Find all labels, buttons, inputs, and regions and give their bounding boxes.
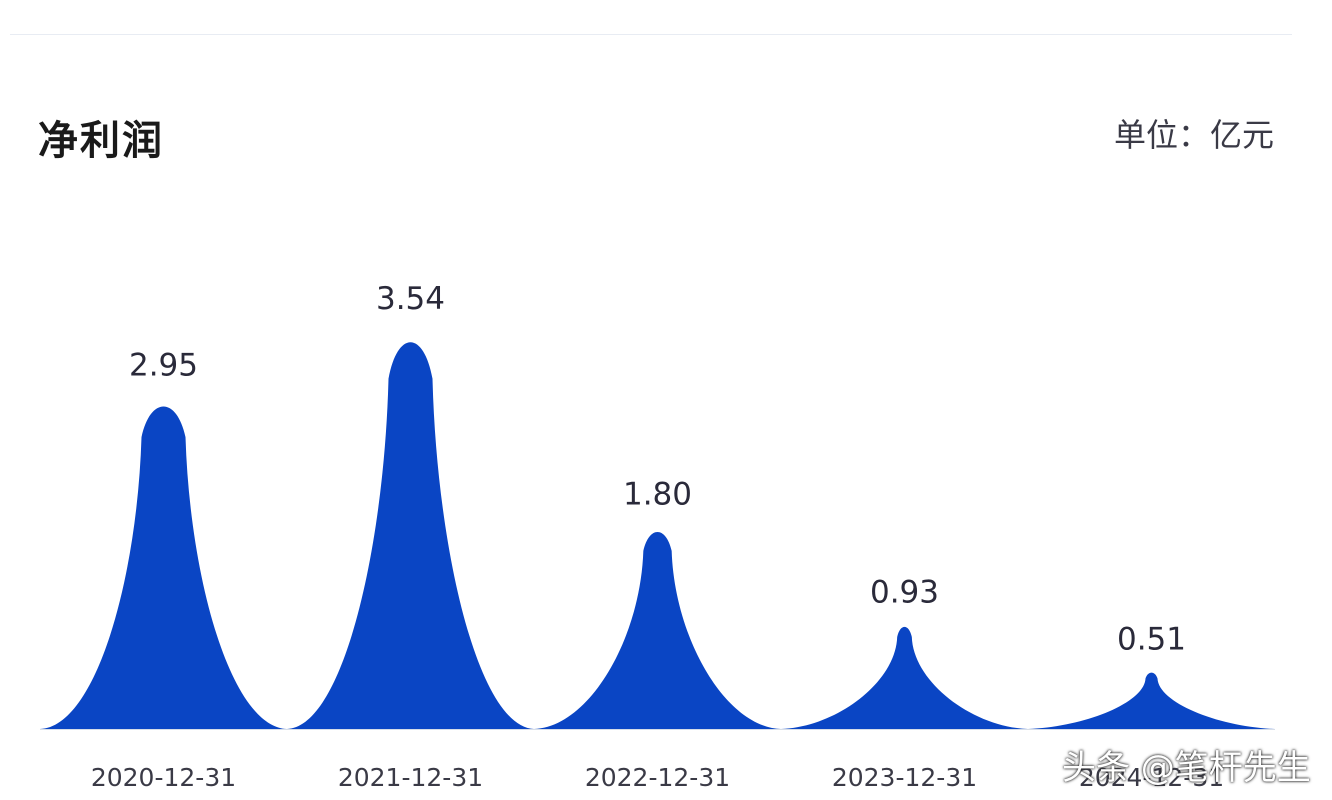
x-tick-label: 2023-12-31 [832, 763, 977, 792]
x-tick-label: 2024-12-31 [1079, 763, 1224, 792]
peak-2022-12-31 [534, 531, 781, 729]
value-labels-group: 2.95 3.54 1.80 0.93 0.51 [129, 281, 1186, 658]
x-tick-label: 2021-12-31 [338, 763, 483, 792]
value-label: 2.95 [129, 347, 198, 383]
value-label: 3.54 [376, 281, 445, 317]
value-label: 0.93 [870, 574, 939, 610]
peak-2024-12-31 [1028, 672, 1275, 729]
watermark: 头条 @笔杆先生 [1062, 748, 1311, 788]
peaks-group [40, 342, 1275, 729]
value-label: 0.51 [1117, 622, 1186, 658]
tick-labels-group: 2020-12-31 2021-12-31 2022-12-31 2023-12-31… [91, 763, 1224, 792]
peak-2021-12-31 [287, 342, 534, 729]
peak-2020-12-31 [40, 406, 287, 729]
peak-2023-12-31 [781, 626, 1028, 729]
unit-label: 单位：亿元 [1113, 116, 1274, 154]
top-divider [10, 34, 1292, 35]
chart-title: 净利润 [38, 118, 164, 164]
x-tick-label: 2020-12-31 [91, 763, 236, 792]
x-tick-label: 2022-12-31 [585, 763, 730, 792]
value-label: 1.80 [623, 477, 692, 513]
